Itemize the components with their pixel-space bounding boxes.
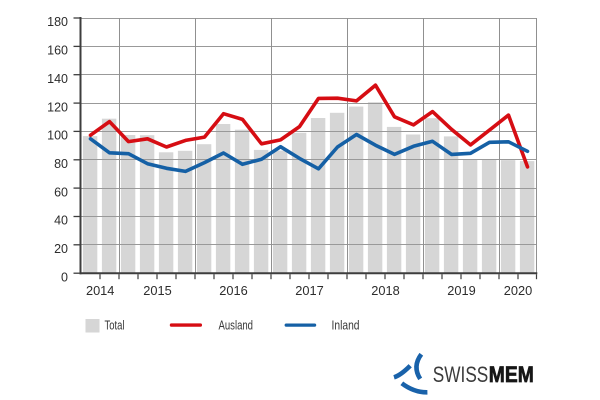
svg-text:MEM: MEM [489, 362, 534, 387]
svg-text:2020: 2020 [504, 283, 532, 298]
svg-text:Total: Total [105, 318, 125, 332]
svg-text:80: 80 [54, 157, 68, 171]
svg-text:2015: 2015 [143, 283, 171, 298]
svg-text:SWISS: SWISS [433, 362, 489, 387]
svg-text:180: 180 [47, 15, 68, 29]
svg-text:2017: 2017 [295, 283, 323, 298]
svg-text:2016: 2016 [219, 283, 247, 298]
svg-text:40: 40 [54, 214, 68, 228]
svg-text:100: 100 [47, 129, 68, 143]
svg-text:0: 0 [61, 270, 68, 284]
svg-text:120: 120 [47, 100, 68, 114]
svg-text:2018: 2018 [371, 283, 399, 298]
svg-text:160: 160 [47, 44, 68, 58]
svg-text:Inland: Inland [332, 318, 360, 332]
svg-text:Ausland: Ausland [219, 318, 254, 332]
svg-text:2014: 2014 [86, 283, 114, 298]
svg-text:20: 20 [54, 242, 68, 256]
svg-text:60: 60 [54, 185, 68, 199]
svg-text:140: 140 [47, 72, 68, 86]
svg-text:2019: 2019 [447, 283, 475, 298]
